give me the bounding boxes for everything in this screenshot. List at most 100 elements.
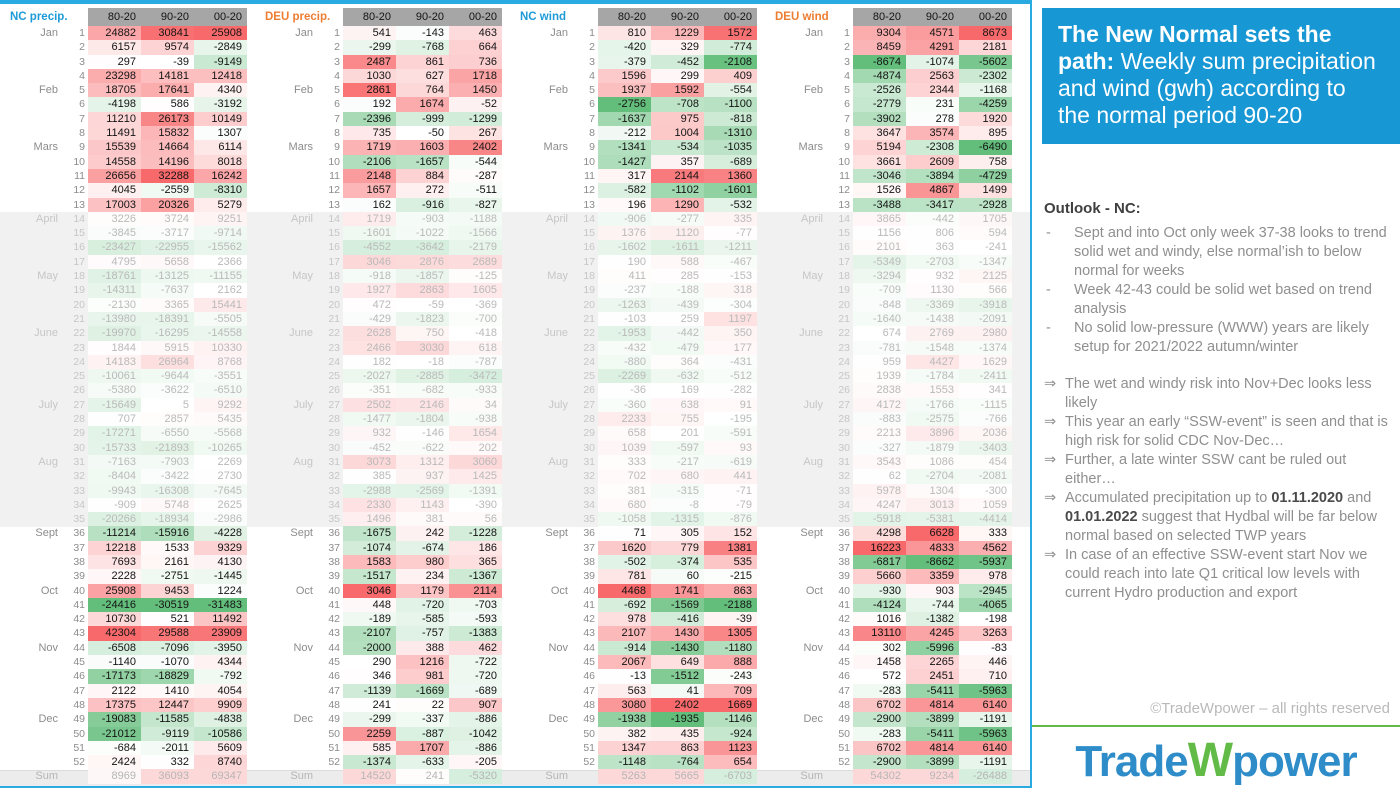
sum-week-spacer (574, 769, 598, 784)
value-cell: -351 (343, 383, 396, 398)
month-label (773, 283, 829, 297)
table-row: 12 -582 -1102 -1601 (518, 183, 757, 198)
value-cell: 2228 (88, 569, 141, 584)
value-cell: -534 (651, 140, 704, 155)
value-cell: -1391 (449, 483, 502, 498)
month-label (8, 69, 64, 83)
value-cell: -10061 (88, 369, 141, 384)
value-cell: -337 (396, 712, 449, 727)
value-cell: -3902 (853, 111, 906, 127)
value-cell: -439 (651, 297, 704, 312)
value-cell: -2130 (88, 297, 141, 312)
week-number: 20 (838, 298, 850, 311)
value-cell: 11491 (88, 126, 141, 141)
week-number: 50 (328, 727, 340, 740)
table-row: 32 62 -2704 -2081 (773, 469, 1012, 484)
table-row: 10 -1427 357 -689 (518, 154, 757, 169)
value-cell: -883 (853, 412, 906, 427)
month-label (263, 112, 319, 126)
table-row: 46 -17173 -18829 -792 (8, 669, 247, 684)
week-number: 7 (589, 112, 595, 125)
table-row: Mars 9 1719 1603 2402 (263, 140, 502, 155)
value-cell: -2027 (343, 369, 396, 384)
table-row: July 27 -360 638 91 (518, 397, 757, 413)
table-row: Aug 31 333 -217 -619 (518, 454, 757, 470)
table-groups: NC precip. 80-20 90-20 00-20 Jan 1 24882 30841 2… (8, 8, 1030, 785)
value-cell: 463 (449, 26, 502, 41)
week-number: 34 (583, 498, 595, 511)
value-cell: -11585 (141, 712, 194, 727)
week-number: 2 (334, 41, 340, 54)
value-cell: 1674 (396, 97, 449, 112)
value-cell: 2424 (88, 755, 141, 770)
week-number: 8 (79, 127, 85, 140)
value-cell: 1290 (651, 197, 704, 212)
value-cell: 182 (343, 354, 396, 370)
value-cell: -720 (449, 669, 502, 684)
table-row: 42 10730 521 11492 (8, 612, 247, 627)
value-cell: 15441 (194, 297, 247, 312)
table-row: 24 182 -18 -787 (263, 354, 502, 370)
value-cell: 755 (651, 412, 704, 427)
table-row: 35 -20266 -18934 -2986 (8, 512, 247, 527)
value-cell: -766 (959, 412, 1012, 427)
arrow-bullet: ⇒ (1044, 452, 1057, 468)
week-number: 43 (583, 627, 595, 640)
week-number: 35 (73, 513, 85, 526)
value-cell: -50 (396, 126, 449, 141)
value-cell: -1115 (959, 397, 1012, 413)
arrow-item: ⇒ Further, a late winter SSW cant be rule… (1044, 451, 1394, 489)
table-row: 24 -880 364 -431 (518, 354, 757, 370)
value-cell: -1823 (396, 311, 449, 327)
value-cell: 234 (396, 569, 449, 584)
value-cell: 152 (704, 526, 757, 541)
week-number: 13 (73, 198, 85, 211)
month-label (773, 341, 829, 355)
value-cell: -4874 (853, 68, 906, 84)
month-label (8, 155, 64, 169)
month-label: Dec (293, 713, 313, 726)
value-cell: 4245 (906, 626, 959, 641)
month-label (773, 698, 829, 712)
month-label (773, 612, 829, 626)
value-cell: 1741 (651, 583, 704, 598)
week-number: 16 (328, 241, 340, 254)
value-cell: 594 (959, 226, 1012, 241)
value-cell: 541 (343, 26, 396, 41)
value-cell: -2986 (194, 512, 247, 527)
value-cell: 1312 (396, 454, 449, 470)
week-number: 39 (328, 570, 340, 583)
value-cell: -1035 (704, 140, 757, 155)
table-row: Jan 1 541 -143 463 (263, 26, 502, 41)
month-label (263, 484, 319, 498)
table-row: 7 -3902 278 1920 (773, 111, 1012, 127)
week-number: 13 (328, 198, 340, 211)
value-cell: 201 (651, 426, 704, 441)
value-cell: 2213 (853, 426, 906, 441)
month-label (8, 626, 64, 640)
value-cell: 2265 (906, 655, 959, 670)
table-row: 2 -420 329 -774 (518, 40, 757, 55)
value-cell: 4814 (906, 740, 959, 756)
value-cell: 1592 (651, 83, 704, 98)
month-label (263, 169, 319, 183)
value-cell: 267 (449, 126, 502, 141)
value-cell: -689 (449, 683, 502, 698)
month-label: Dec (548, 713, 568, 726)
value-cell: -3403 (959, 440, 1012, 455)
value-cell: 2402 (449, 140, 502, 155)
value-cell: 2125 (959, 269, 1012, 284)
value-cell: 2838 (853, 383, 906, 398)
value-cell: 9329 (194, 540, 247, 555)
value-cell: 5748 (141, 497, 194, 513)
sum-value-cell: 14520 (343, 769, 396, 785)
table-row: 47 2122 1410 4054 (8, 683, 247, 698)
value-cell: 861 (396, 54, 449, 69)
value-cell: 448 (343, 597, 396, 613)
value-cell: -14311 (88, 283, 141, 298)
value-cell: -299 (343, 40, 396, 55)
value-cell: 18705 (88, 83, 141, 98)
table-row: 11 2148 884 -287 (263, 168, 502, 184)
value-cell: -918 (343, 269, 396, 284)
value-cell: 14183 (88, 354, 141, 370)
